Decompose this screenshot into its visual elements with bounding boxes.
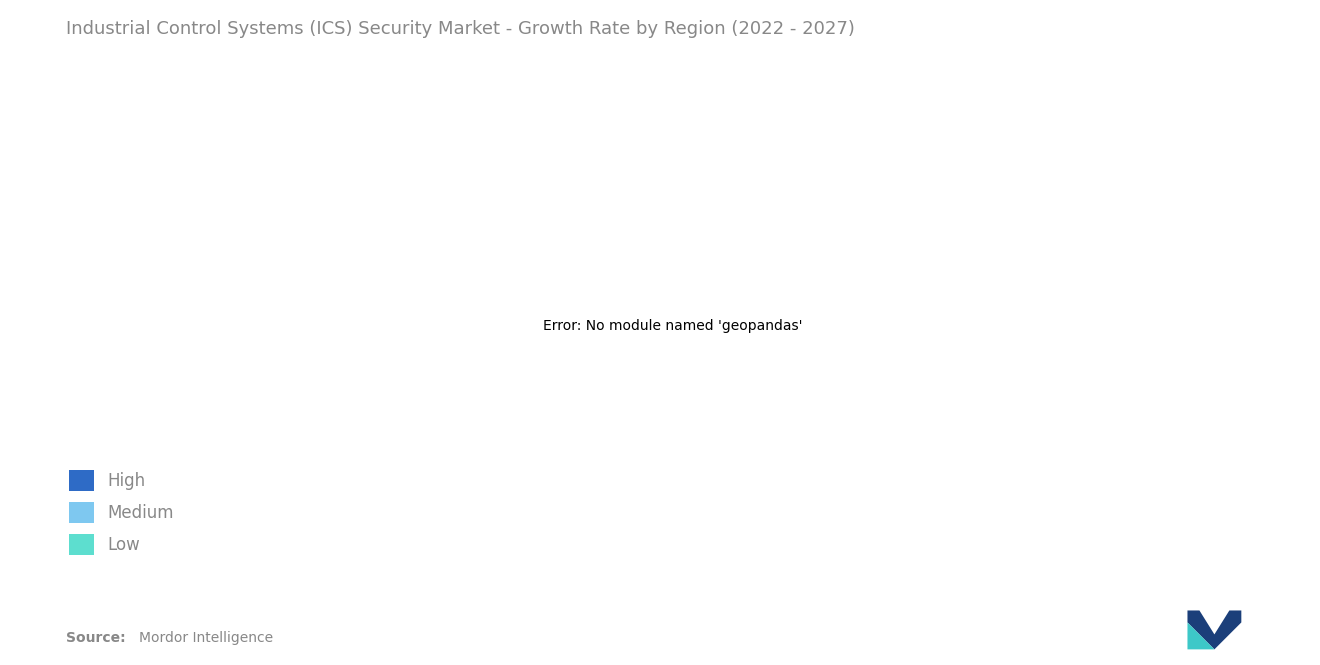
- Legend: High, Medium, Low: High, Medium, Low: [61, 462, 182, 563]
- Text: Mordor Intelligence: Mordor Intelligence: [139, 631, 273, 645]
- Polygon shape: [1188, 622, 1214, 649]
- Polygon shape: [1188, 610, 1241, 649]
- Text: Error: No module named 'geopandas': Error: No module named 'geopandas': [544, 319, 803, 333]
- Text: Industrial Control Systems (ICS) Security Market - Growth Rate by Region (2022 -: Industrial Control Systems (ICS) Securit…: [66, 20, 855, 38]
- Text: Source:: Source:: [66, 631, 125, 645]
